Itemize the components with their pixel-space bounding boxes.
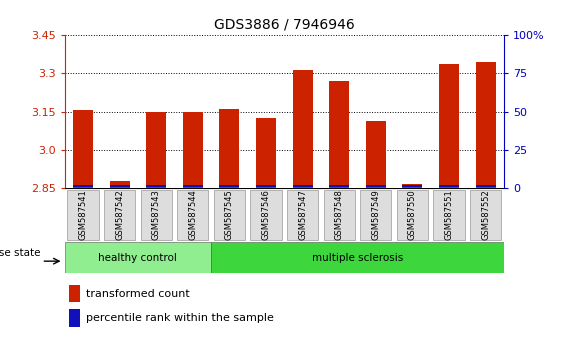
Bar: [69, 285, 80, 302]
Text: GSM587542: GSM587542: [115, 190, 124, 240]
Bar: [256, 185, 276, 187]
FancyBboxPatch shape: [434, 190, 464, 240]
FancyBboxPatch shape: [360, 190, 391, 240]
Bar: [366, 121, 386, 188]
Text: GSM587544: GSM587544: [189, 190, 197, 240]
Bar: [110, 185, 129, 187]
FancyBboxPatch shape: [177, 190, 208, 240]
Text: healthy control: healthy control: [99, 252, 177, 263]
FancyBboxPatch shape: [324, 190, 355, 240]
Text: percentile rank within the sample: percentile rank within the sample: [86, 313, 274, 323]
Text: GSM587550: GSM587550: [408, 190, 417, 240]
Bar: [183, 112, 203, 188]
Bar: [476, 185, 495, 187]
Text: multiple sclerosis: multiple sclerosis: [312, 252, 403, 263]
Bar: [220, 185, 239, 187]
Text: GSM587552: GSM587552: [481, 190, 490, 240]
Text: GSM587548: GSM587548: [335, 190, 343, 240]
Bar: [146, 112, 166, 188]
FancyBboxPatch shape: [287, 190, 318, 240]
Bar: [403, 184, 422, 188]
FancyBboxPatch shape: [68, 190, 99, 240]
Bar: [403, 185, 422, 187]
Bar: [183, 185, 203, 187]
Text: GSM587545: GSM587545: [225, 190, 234, 240]
Text: disease state: disease state: [0, 248, 40, 258]
Text: GSM587546: GSM587546: [262, 190, 270, 240]
Text: GSM587541: GSM587541: [79, 190, 87, 240]
Bar: [329, 81, 349, 188]
Bar: [69, 309, 80, 327]
Text: GSM587551: GSM587551: [445, 190, 453, 240]
FancyBboxPatch shape: [397, 190, 428, 240]
Text: GSM587549: GSM587549: [372, 190, 380, 240]
Bar: [211, 242, 504, 273]
FancyBboxPatch shape: [214, 190, 245, 240]
Bar: [439, 185, 459, 187]
Bar: [110, 181, 129, 188]
Bar: [73, 110, 93, 188]
Bar: [256, 118, 276, 188]
Bar: [366, 185, 386, 187]
Bar: [293, 185, 312, 187]
FancyBboxPatch shape: [470, 190, 501, 240]
FancyBboxPatch shape: [141, 190, 172, 240]
Bar: [220, 109, 239, 188]
Bar: [146, 185, 166, 187]
FancyBboxPatch shape: [251, 190, 282, 240]
Bar: [439, 64, 459, 188]
Text: GSM587543: GSM587543: [152, 190, 160, 240]
Bar: [65, 242, 211, 273]
Text: transformed count: transformed count: [86, 289, 190, 298]
Text: GSM587547: GSM587547: [298, 190, 307, 240]
Bar: [476, 62, 495, 188]
Bar: [293, 70, 312, 188]
Bar: [329, 185, 349, 187]
Title: GDS3886 / 7946946: GDS3886 / 7946946: [214, 17, 355, 32]
FancyBboxPatch shape: [104, 190, 135, 240]
Bar: [73, 185, 93, 187]
